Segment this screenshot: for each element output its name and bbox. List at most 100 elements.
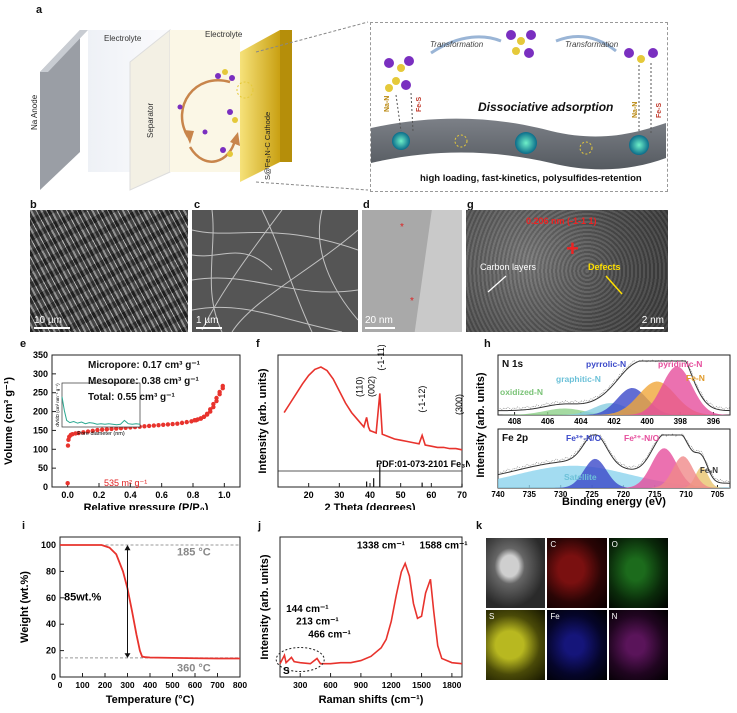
panel-label-g: g bbox=[467, 199, 474, 211]
eds-map-s: S bbox=[486, 610, 546, 680]
label-fe-s-right: Fe-S bbox=[656, 102, 663, 118]
y-axis-label: Volume (cm³ g⁻¹) bbox=[3, 377, 15, 465]
x-tick-label: 1.0 bbox=[218, 490, 231, 500]
cluster-center bbox=[506, 30, 536, 58]
chart-e-isotherm: 0 50 100 150 200 250 300 350 0.0 0.2 0.4 0.6 0.8 1.0 R… bbox=[3, 350, 241, 510]
x-tick-label: 200 bbox=[98, 680, 112, 690]
eds-map-sem bbox=[486, 538, 546, 608]
sem-image-c: 1 µm bbox=[192, 210, 358, 332]
data-point bbox=[65, 443, 71, 448]
chart-h-xps: 408 406 404 402 400 398 396 N 1s pyrrolic-N pyrid… bbox=[475, 354, 731, 508]
y-axis-label: Weight (wt.%) bbox=[19, 571, 31, 643]
peak-label-m1m11: (-1-11) bbox=[376, 345, 386, 371]
data-point bbox=[99, 427, 105, 432]
data-point bbox=[179, 420, 185, 426]
peak-label-110: (110) bbox=[354, 377, 364, 397]
data-point bbox=[161, 422, 166, 427]
hrtem-image-g: 0.206 nm (-1-1 1) + Carbon layers Defect… bbox=[466, 210, 668, 332]
x-tick-label: 900 bbox=[354, 680, 368, 690]
scale-label-d: 20 nm bbox=[365, 315, 393, 326]
label-lattice-spacing: 0.206 nm (-1-1 1) bbox=[526, 216, 597, 226]
panel-label-h: h bbox=[484, 338, 491, 350]
eds-map-fe: Fe bbox=[547, 610, 607, 680]
y-axis-label: Intensity (arb. units) bbox=[257, 368, 269, 473]
x-tick-label: 408 bbox=[508, 417, 522, 426]
y-tick-label: 350 bbox=[33, 350, 48, 360]
x-axis-label: Raman shifts (cm⁻¹) bbox=[319, 694, 424, 706]
data-point bbox=[175, 421, 180, 426]
y-tick-label: 0 bbox=[43, 482, 48, 492]
data-point bbox=[211, 404, 216, 410]
inset-line bbox=[61, 396, 141, 426]
x-tick-label: 20 bbox=[304, 490, 314, 500]
panel-label-a: a bbox=[36, 4, 43, 16]
nanoparticle-2 bbox=[515, 132, 537, 154]
loss-arrow-head-bottom bbox=[124, 653, 131, 658]
scale-label-b: 10 µm bbox=[34, 315, 62, 326]
x-tick-label: 740 bbox=[491, 490, 505, 499]
x-tick-label: 715 bbox=[648, 490, 662, 499]
x-tick-label: 710 bbox=[679, 490, 693, 499]
scale-bar-d bbox=[365, 327, 395, 329]
data-point bbox=[114, 426, 119, 431]
scale-bar-c bbox=[196, 327, 222, 329]
data-point bbox=[85, 429, 91, 434]
cycle-arrow-top bbox=[180, 79, 231, 138]
x-tick-label: 398 bbox=[674, 417, 688, 426]
data-point bbox=[65, 481, 70, 486]
x-tick-label: 404 bbox=[574, 417, 588, 426]
scale-bar-b bbox=[34, 327, 70, 329]
reference-label: PDF:01-073-2101 Fe₃N bbox=[376, 459, 470, 469]
y-tick-label: 0 bbox=[51, 672, 56, 682]
data-point bbox=[81, 430, 86, 435]
x-axis-label: Binding energy (eV) bbox=[562, 496, 666, 508]
polysulfide-clusters bbox=[177, 69, 254, 157]
label-213: 213 cm⁻¹ bbox=[296, 617, 339, 628]
x-tick-label: 300 bbox=[120, 680, 134, 690]
panel-label-e: e bbox=[20, 338, 27, 350]
label-fe2p: Fe 2p bbox=[502, 433, 528, 444]
component-oxidized-N bbox=[498, 408, 730, 415]
x-tick-label: 720 bbox=[617, 490, 631, 499]
data-point bbox=[170, 421, 175, 427]
label-1588: 1588 cm⁻¹ bbox=[420, 541, 469, 552]
label-360: 360 °C bbox=[177, 663, 211, 675]
xrd-line bbox=[283, 366, 463, 451]
data-point bbox=[192, 418, 197, 423]
label-185: 185 °C bbox=[177, 547, 211, 559]
data-point bbox=[142, 424, 147, 429]
label-electrolyte-left: Electrolyte bbox=[104, 34, 142, 43]
label-satellite: Satellite bbox=[564, 472, 597, 482]
scale-label-c: 1 µm bbox=[196, 315, 219, 326]
eds-map-o: O bbox=[608, 538, 668, 608]
inset-x-label: Pore diameter (nm) bbox=[77, 431, 125, 437]
panel-label-b: b bbox=[30, 199, 37, 211]
panel-label-f: f bbox=[256, 338, 260, 350]
na-anode-plate bbox=[40, 30, 80, 190]
x-tick-label: 0.0 bbox=[61, 490, 74, 500]
y-tick-label: 100 bbox=[33, 444, 48, 454]
component-FeₓN bbox=[498, 466, 730, 488]
panel-a-mechanism bbox=[371, 30, 666, 170]
label-na-n-left: Na-N bbox=[384, 95, 391, 112]
eds-map-c: C bbox=[547, 538, 607, 608]
eds-label-c: C bbox=[550, 540, 557, 549]
x-tick-label: 70 bbox=[457, 490, 467, 500]
x-tick-label: 300 bbox=[293, 680, 307, 690]
label-separator: Separator bbox=[146, 102, 155, 138]
data-point bbox=[214, 398, 219, 404]
label-fe3: Fe³⁺-N/O bbox=[566, 433, 602, 443]
x-tick-label: 402 bbox=[607, 417, 621, 426]
x-tick-label: 705 bbox=[711, 490, 725, 499]
x-tick-label: 600 bbox=[323, 680, 337, 690]
y-tick-label: 200 bbox=[33, 407, 48, 417]
x-axis-label: Relative pressure (P/P₀) bbox=[84, 502, 209, 510]
chart-f-xrd: 20 30 40 50 60 70 2 Theta (degrees) Intensity (… bbox=[257, 345, 470, 510]
component-Fe³⁺-N/O bbox=[498, 458, 730, 488]
label-na-n-right: Na-N bbox=[632, 101, 639, 118]
label-144: 144 cm⁻¹ bbox=[286, 604, 329, 615]
label-466: 466 cm⁻¹ bbox=[308, 629, 351, 640]
y-tick-label: 40 bbox=[46, 619, 56, 629]
y-axis-label: Intensity (arb. units) bbox=[475, 372, 487, 477]
label-mechanism-caption: high loading, fast-kinetics, polysulfide… bbox=[420, 173, 642, 184]
